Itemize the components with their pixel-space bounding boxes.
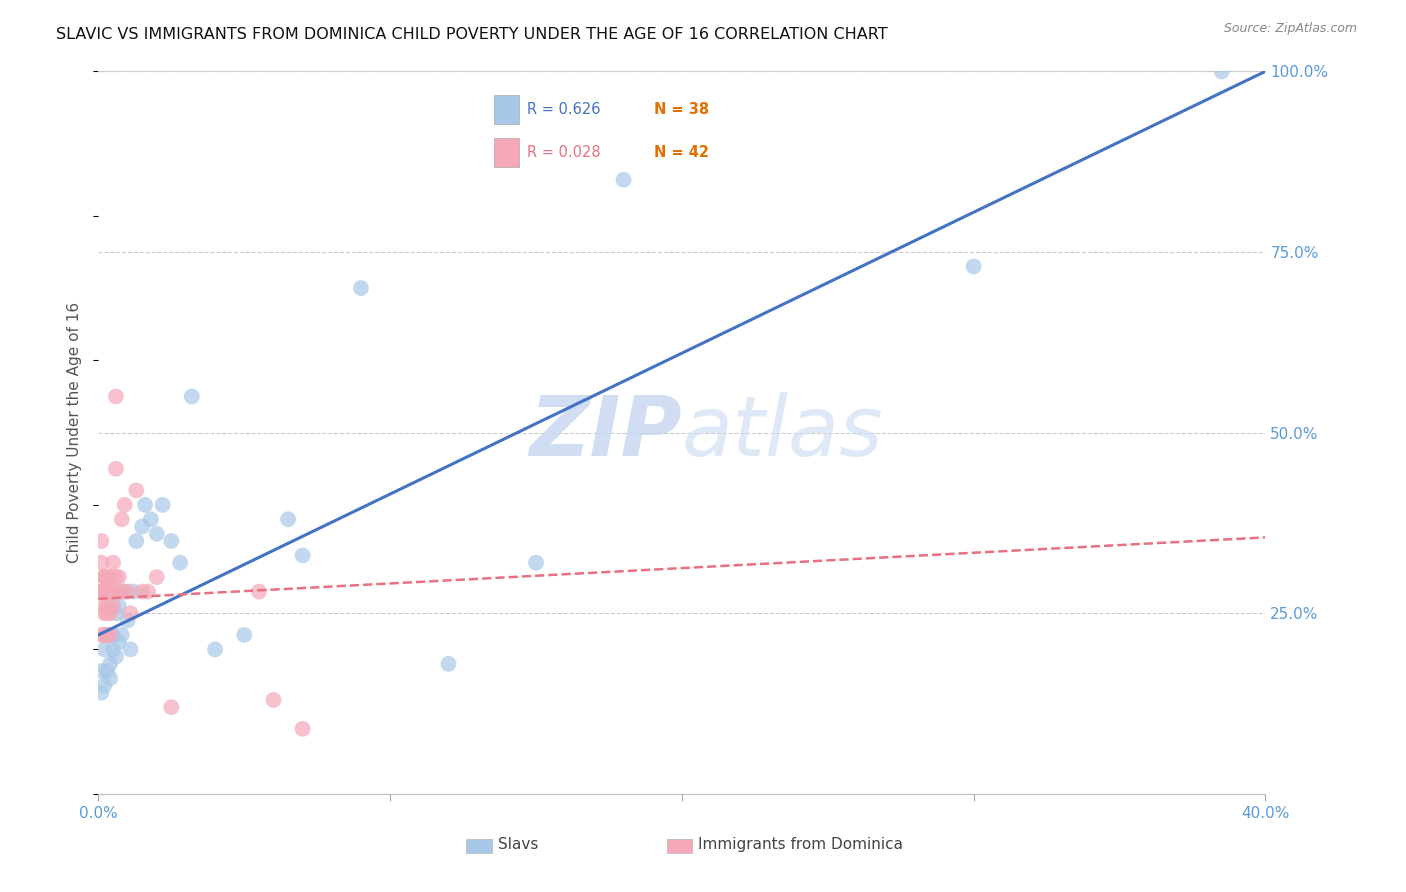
Point <box>131 519 153 533</box>
Text: Immigrants from Dominica: Immigrants from Dominica <box>699 837 903 852</box>
Point <box>122 584 145 599</box>
Point <box>104 462 127 476</box>
Point <box>90 584 112 599</box>
Point <box>962 260 984 274</box>
Point <box>111 628 134 642</box>
Point <box>90 533 112 548</box>
Point <box>101 642 124 657</box>
Point <box>98 607 121 621</box>
Text: atlas: atlas <box>682 392 883 473</box>
Point <box>93 584 115 599</box>
Point <box>101 584 124 599</box>
Point <box>101 599 124 613</box>
Point <box>108 635 131 649</box>
Point <box>180 389 202 403</box>
Point <box>101 556 124 570</box>
Point <box>108 584 131 599</box>
Point <box>524 556 547 570</box>
Point <box>98 570 121 584</box>
Point <box>90 584 112 599</box>
Point <box>98 657 121 671</box>
Point <box>104 389 127 403</box>
Point <box>101 628 124 642</box>
Point <box>139 512 162 526</box>
Point <box>93 570 115 584</box>
Point <box>93 570 115 584</box>
Point <box>134 498 156 512</box>
Point <box>96 628 118 642</box>
Point <box>96 607 118 621</box>
Point <box>104 607 127 621</box>
Point <box>104 649 127 664</box>
Point <box>96 599 118 613</box>
Point <box>96 664 118 678</box>
Point <box>204 642 226 657</box>
Point <box>93 599 115 613</box>
Point <box>169 556 191 570</box>
Point <box>96 584 118 599</box>
Point <box>291 549 314 563</box>
Point <box>160 533 183 548</box>
Point <box>233 628 256 642</box>
Point <box>96 570 118 584</box>
Point <box>90 556 112 570</box>
Point <box>96 628 118 642</box>
Point <box>111 584 134 599</box>
Point <box>108 599 131 613</box>
Text: SLAVIC VS IMMIGRANTS FROM DOMINICA CHILD POVERTY UNDER THE AGE OF 16 CORRELATION: SLAVIC VS IMMIGRANTS FROM DOMINICA CHILD… <box>56 27 887 42</box>
Point <box>114 498 136 512</box>
Point <box>96 584 118 599</box>
Point <box>114 584 136 599</box>
Point <box>98 584 121 599</box>
Point <box>612 173 634 187</box>
Text: Source: ZipAtlas.com: Source: ZipAtlas.com <box>1223 22 1357 36</box>
Point <box>98 628 121 642</box>
Point <box>262 693 284 707</box>
Point <box>120 607 142 621</box>
Point <box>90 664 112 678</box>
Point <box>117 584 139 599</box>
Point <box>120 642 142 657</box>
Point <box>152 498 174 512</box>
Point <box>437 657 460 671</box>
FancyBboxPatch shape <box>465 838 492 853</box>
Point <box>93 607 115 621</box>
Point <box>117 614 139 628</box>
FancyBboxPatch shape <box>666 838 692 853</box>
Point <box>125 533 148 548</box>
Point <box>136 584 159 599</box>
Point <box>93 642 115 657</box>
Point <box>146 570 169 584</box>
Point <box>277 512 299 526</box>
Point <box>93 628 115 642</box>
Point <box>98 671 121 685</box>
Point <box>291 722 314 736</box>
Point <box>350 281 373 295</box>
Point <box>125 483 148 498</box>
Point <box>111 512 134 526</box>
Text: Slavs: Slavs <box>498 837 538 852</box>
Point <box>108 570 131 584</box>
Point <box>146 526 169 541</box>
Point <box>90 686 112 700</box>
Point <box>93 678 115 692</box>
Text: ZIP: ZIP <box>529 392 682 473</box>
Y-axis label: Child Poverty Under the Age of 16: Child Poverty Under the Age of 16 <box>67 302 83 563</box>
Point <box>104 570 127 584</box>
Point <box>160 700 183 714</box>
Point <box>90 628 112 642</box>
Point <box>131 584 153 599</box>
Point <box>1211 64 1233 78</box>
Point <box>247 584 270 599</box>
